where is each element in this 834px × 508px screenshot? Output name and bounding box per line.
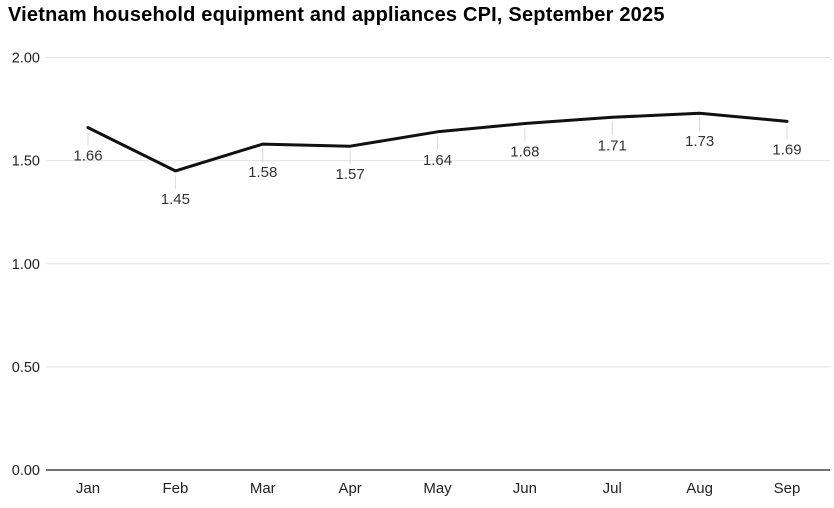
y-tick-label: 1.50 bbox=[12, 154, 40, 170]
x-tick-label: Jun bbox=[513, 480, 537, 497]
x-tick-label: Sep bbox=[774, 480, 801, 497]
x-tick-label: Mar bbox=[250, 480, 276, 497]
x-tick-label: Jan bbox=[76, 480, 100, 497]
data-point-label: 1.71 bbox=[598, 137, 627, 154]
x-tick-label: Apr bbox=[338, 480, 361, 497]
x-tick-label: Feb bbox=[162, 480, 188, 497]
y-tick-label: 1.00 bbox=[12, 257, 40, 273]
data-point-label: 1.57 bbox=[336, 166, 365, 183]
chart-title: Vietnam household equipment and applianc… bbox=[8, 4, 665, 26]
data-point-label: 1.73 bbox=[685, 133, 714, 150]
x-tick-label: May bbox=[423, 480, 452, 497]
series-line bbox=[86, 111, 789, 173]
data-point-label: 1.69 bbox=[772, 141, 801, 158]
data-point-label: 1.45 bbox=[161, 191, 190, 208]
x-tick-label: Aug bbox=[686, 480, 713, 497]
y-tick-label: 0.00 bbox=[12, 463, 40, 479]
y-tick-label: 0.50 bbox=[12, 360, 40, 376]
x-tick-label: Jul bbox=[603, 480, 622, 497]
y-tick-label: 2.00 bbox=[12, 51, 40, 67]
data-point-label: 1.68 bbox=[510, 144, 539, 161]
data-point-label: 1.66 bbox=[73, 148, 102, 165]
data-point-label: 1.64 bbox=[423, 152, 452, 169]
data-point-label: 1.58 bbox=[248, 164, 277, 181]
